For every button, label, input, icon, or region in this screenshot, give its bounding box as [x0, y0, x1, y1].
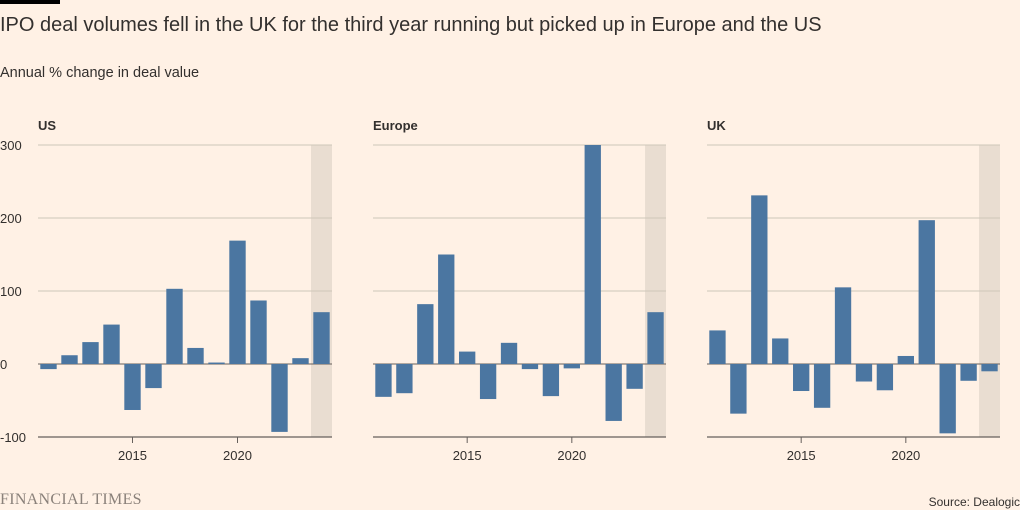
- bar-us-2011: [40, 364, 57, 370]
- bar-uk-2011: [709, 330, 726, 364]
- bar-uk-2012: [730, 364, 747, 414]
- source-note: Source: Dealogic: [928, 495, 1020, 509]
- bar-europe-2024: [647, 312, 664, 364]
- bar-uk-2013: [751, 195, 768, 364]
- x-tick-label: 2020: [557, 448, 586, 463]
- panel-title-us: US: [38, 118, 56, 133]
- bar-uk-2023: [960, 364, 977, 381]
- bar-us-2016: [145, 364, 162, 389]
- bar-uk-2019: [876, 364, 894, 391]
- bar-uk-2018: [855, 364, 873, 382]
- bar-us-2017: [166, 288, 183, 364]
- bar-europe-2014: [438, 254, 455, 364]
- y-tick-label: -100: [0, 430, 26, 445]
- bar-europe-2015: [459, 351, 476, 364]
- x-tick-label: 2015: [787, 448, 816, 463]
- bar-uk-2016: [813, 364, 831, 408]
- bar-europe-2020: [563, 364, 580, 369]
- chart-title: IPO deal volumes fell in the UK for the …: [0, 14, 822, 36]
- bar-us-2014: [103, 324, 120, 364]
- y-tick-label: 300: [0, 138, 22, 153]
- ft-brand-bar: [0, 0, 60, 4]
- y-tick-label: 200: [0, 211, 22, 226]
- bar-us-2013: [82, 342, 99, 364]
- bar-us-2022: [271, 364, 288, 432]
- y-tick-label: 0: [0, 357, 7, 372]
- y-tick-label: 100: [0, 284, 22, 299]
- panel-title-uk: UK: [707, 118, 726, 133]
- bar-us-2021: [250, 300, 267, 364]
- bar-uk-2014: [772, 338, 789, 364]
- bar-us-2019: [208, 362, 225, 364]
- bar-europe-2016: [479, 364, 497, 400]
- bar-europe-2022: [605, 364, 622, 421]
- x-tick-label: 2020: [223, 448, 252, 463]
- bar-uk-2017: [834, 287, 852, 364]
- bar-europe-2018: [521, 364, 539, 370]
- bar-uk-2020: [897, 355, 914, 364]
- bar-europe-2023: [626, 364, 643, 389]
- bar-europe-2021: [584, 145, 601, 364]
- bar-uk-2021: [918, 220, 935, 364]
- bar-us-2020: [229, 240, 246, 364]
- bar-uk-2022: [939, 364, 956, 434]
- x-tick-label: 2015: [118, 448, 147, 463]
- panel-title-europe: Europe: [373, 118, 418, 133]
- bar-us-2018: [187, 347, 204, 364]
- bar-europe-2017: [500, 342, 518, 364]
- bar-europe-2013: [417, 304, 434, 364]
- bar-europe-2011: [375, 364, 392, 397]
- ft-logo-text: FINANCIAL TIMES: [0, 491, 142, 508]
- bar-us-2015: [124, 364, 141, 410]
- bar-us-2023: [292, 358, 309, 364]
- bar-europe-2019: [542, 364, 560, 397]
- x-tick-label: 2015: [453, 448, 482, 463]
- x-tick-label: 2020: [891, 448, 920, 463]
- chart-subtitle: Annual % change in deal value: [0, 65, 200, 81]
- bar-us-2012: [61, 355, 78, 364]
- bar-europe-2012: [396, 364, 413, 394]
- bar-uk-2015: [793, 364, 810, 392]
- bar-uk-2024: [981, 364, 998, 372]
- bar-us-2024: [313, 312, 330, 364]
